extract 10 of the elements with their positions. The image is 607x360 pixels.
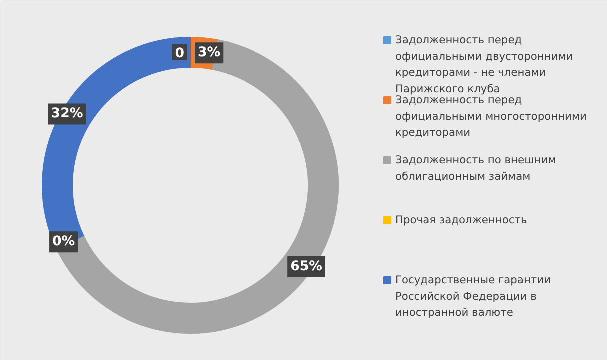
legend-label: Задолженность по внешним облигационным займам <box>396 154 556 183</box>
text: 0 <box>175 46 185 62</box>
legend-label: Государственные гарантии Российской Федерации в иностранной валюте <box>396 274 551 319</box>
legend-label: Задолженность перед официальными двусторонними кредиторами - не членами Парижского клуба <box>396 34 574 96</box>
data-label: 3% <box>198 46 221 61</box>
legend-label: Задолженность перед официальными многосторонними кредиторами <box>396 94 587 139</box>
legend-label: Прочая задолженность <box>396 214 528 226</box>
data-label: 65% <box>290 260 322 275</box>
data-label: 32% <box>51 106 84 122</box>
text: 0% <box>52 234 76 250</box>
